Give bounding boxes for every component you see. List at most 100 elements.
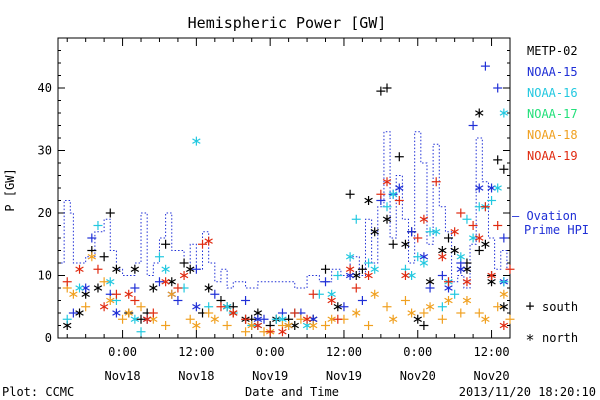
metp-02-north-marker: [290, 321, 299, 330]
star-arm: [99, 303, 109, 310]
noaa-18-south-marker: [474, 308, 484, 318]
noaa-18-north-marker: [284, 321, 293, 330]
x-tick-day: Nov20: [473, 369, 509, 383]
noaa-19-north-marker: [161, 277, 170, 287]
star-arm: [192, 322, 201, 329]
noaa-15-south-marker: [87, 233, 97, 243]
noaa-18-south-marker: [505, 314, 515, 324]
metp-02-north-marker: [204, 283, 213, 293]
noaa-16-south-marker: [413, 252, 423, 262]
star-arm: [309, 322, 318, 329]
noaa-19-north-marker: [419, 214, 429, 224]
star-arm: [364, 197, 373, 204]
noaa-18-north-marker: [425, 302, 435, 312]
noaa-19-south-marker: [413, 233, 423, 243]
noaa-18-north-marker: [462, 296, 472, 305]
noaa-18-south-marker: [382, 302, 392, 312]
noaa-15-north-marker: [192, 302, 201, 312]
star-arm: [388, 191, 398, 198]
metp-02-north-marker: [186, 264, 195, 274]
noaa-15-north-marker: [475, 183, 484, 193]
noaa-19-north-marker: [438, 252, 447, 262]
star-arm: [327, 316, 336, 323]
legend-noaa-18: NOAA-18: [527, 128, 578, 142]
metp-02-north-marker: [450, 246, 459, 255]
star-arm: [253, 310, 263, 316]
noaa-15-south-marker: [468, 121, 478, 130]
star-arm: [204, 238, 213, 244]
marker-legend-north: * north: [525, 331, 578, 349]
metp-02-north-marker: [475, 108, 484, 118]
noaa-16-south-marker: [499, 277, 509, 287]
noaa-19-south-marker: [290, 308, 300, 318]
star-arm: [93, 285, 103, 291]
noaa-16-north-marker: [456, 252, 465, 262]
y-tick-label: 30: [38, 144, 52, 158]
marker-legend-south: + south: [525, 297, 578, 315]
noaa-16-north-marker: [432, 227, 441, 237]
noaa-16-north-marker: [370, 264, 379, 274]
metp-02-south-marker: [388, 239, 398, 249]
noaa-19-north-marker: [124, 289, 133, 299]
noaa-19-south-marker: [376, 189, 386, 199]
x-tick-time: 12:00: [178, 345, 214, 359]
y-tick-label: 40: [38, 81, 52, 95]
metp-02-south-marker: [382, 83, 392, 93]
y-tick-label: 20: [38, 206, 52, 220]
metp-02-south-marker: [357, 264, 367, 274]
noaa-16-south-marker: [437, 302, 447, 312]
star-arm: [462, 278, 472, 285]
noaa-16-south-marker: [136, 327, 146, 337]
metp-02-south-marker: [394, 152, 404, 162]
star-arm: [186, 266, 195, 273]
metp-02-north-marker: [413, 314, 422, 324]
noaa-16-north-marker: [407, 271, 416, 280]
star-arm: [499, 110, 509, 116]
ovation-label-line2: Prime HPI: [524, 223, 589, 237]
star-arm: [69, 291, 78, 298]
metp-02-north-marker: [333, 302, 343, 312]
star-arm: [167, 291, 176, 298]
noaa-18-south-marker: [364, 321, 374, 330]
metp-02-south-marker: [345, 189, 355, 199]
star-arm: [142, 316, 152, 323]
star-arm: [130, 266, 140, 273]
star-arm: [382, 216, 392, 223]
star-arm: [63, 322, 72, 329]
legend-metp-02: METP-02: [527, 44, 578, 58]
star-arm: [106, 297, 115, 304]
noaa-16-south-marker: [450, 289, 460, 299]
noaa-16-south-marker: [382, 202, 392, 212]
noaa-16-north-marker: [419, 258, 429, 268]
metp-02-north-marker: [149, 283, 158, 293]
x-tick-day: Nov18: [178, 369, 214, 383]
metp-02-north-marker: [130, 264, 140, 274]
star-arm: [370, 266, 379, 273]
noaa-19-south-marker: [93, 264, 103, 274]
noaa-16-north-marker: [499, 108, 509, 118]
star-arm: [112, 266, 121, 273]
legend-noaa-19: NOAA-19: [527, 149, 578, 163]
noaa-19-south-marker: [456, 208, 466, 218]
star-arm: [210, 316, 220, 323]
noaa-18-north-marker: [444, 296, 453, 305]
noaa-19-south-marker: [148, 308, 158, 318]
noaa-18-south-marker: [400, 296, 410, 305]
noaa-16-north-marker: [192, 136, 201, 146]
metp-02-south-marker: [493, 155, 503, 165]
noaa-15-south-marker: [321, 277, 331, 287]
star-arm: [370, 291, 379, 298]
chart-title: Hemispheric Power [GW]: [188, 14, 387, 32]
noaa-16-south-marker: [425, 227, 435, 237]
star-arm: [179, 272, 189, 279]
x-axis: 0:00 Nov18 12:00 Nov18 0:00 Nov19 12:00 Nov19 0:…: [66, 38, 511, 383]
noaa-19-south-marker: [111, 289, 121, 299]
star-arm: [444, 297, 453, 304]
noaa-19-north-marker: [302, 314, 312, 324]
noaa-19-south-marker: [431, 177, 441, 187]
star-arm: [425, 278, 435, 285]
noaa-16-south-marker: [351, 214, 361, 224]
star-arm: [425, 303, 435, 310]
y-axis-label: P [GW]: [3, 168, 17, 211]
noaa-15-south-marker: [425, 283, 435, 293]
